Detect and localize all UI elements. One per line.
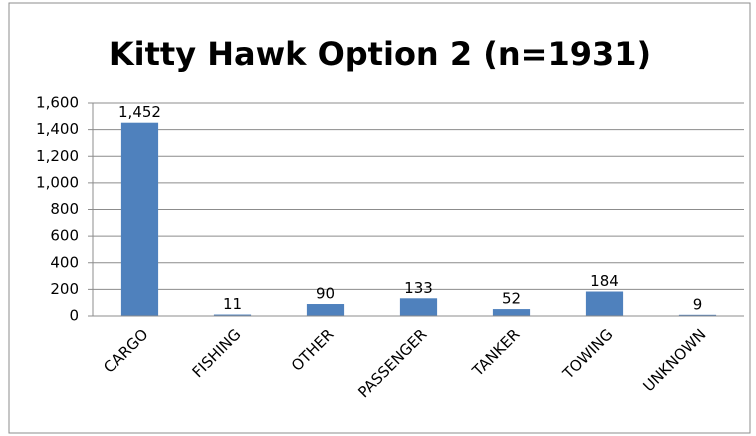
y-tick-label: 1,600 [36, 94, 79, 112]
value-label: 90 [316, 285, 335, 303]
y-tick-label: 800 [50, 200, 79, 218]
y-tick-label: 1,000 [36, 173, 79, 191]
value-label: 133 [404, 279, 433, 297]
value-label: 52 [502, 290, 521, 308]
chart-title: Kitty Hawk Option 2 (n=1931) [109, 35, 651, 73]
bar [492, 309, 531, 316]
y-tick-label: 400 [50, 253, 79, 271]
bar [213, 314, 252, 316]
bar [120, 122, 159, 316]
y-tick-label: 0 [69, 307, 79, 325]
bar [399, 298, 438, 316]
y-tick-label: 600 [50, 227, 79, 245]
y-tick-label: 1,400 [36, 120, 79, 138]
bar [678, 314, 717, 316]
y-tick-label: 1,200 [36, 147, 79, 165]
value-label: 11 [223, 295, 242, 313]
bar [306, 304, 345, 316]
value-label: 9 [693, 295, 703, 313]
value-label: 184 [590, 272, 619, 290]
value-label: 1,452 [118, 103, 161, 121]
bar [585, 291, 624, 316]
y-tick-label: 200 [50, 280, 79, 298]
